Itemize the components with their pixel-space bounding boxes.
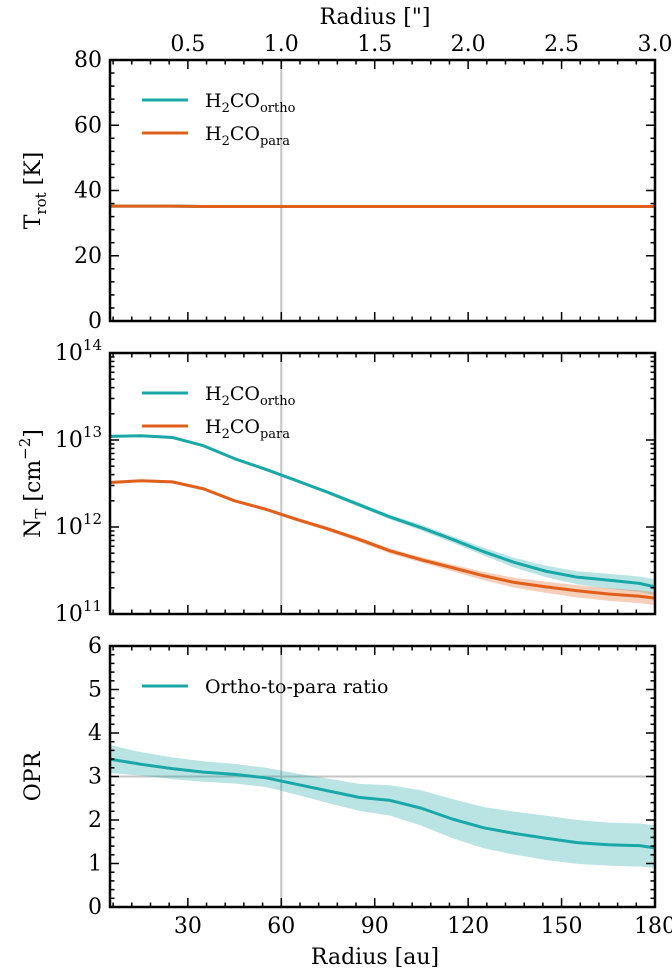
y-tick-label: 0 — [88, 895, 102, 920]
secondary-x-tick-label: 3.0 — [638, 32, 672, 57]
legend-label: H2COortho — [205, 90, 296, 116]
x-tick-label: 150 — [541, 914, 583, 939]
secondary-x-tick-label: 1.0 — [264, 32, 299, 57]
y-axis-label-main: N — [21, 519, 46, 538]
y-tick-label: 1012 — [55, 510, 102, 540]
secondary-x-tick-label: 1.5 — [357, 32, 392, 57]
x-tick-label: 60 — [267, 914, 295, 939]
y-tick-label: 1011 — [55, 597, 102, 627]
legend-label: H2COortho — [205, 383, 296, 409]
legend-label-sub: para — [260, 427, 290, 442]
x-tick-label: 120 — [447, 914, 489, 939]
legend-label: H2COpara — [205, 123, 290, 149]
y-tick-label: 20 — [74, 244, 102, 269]
y-tick-label: 4 — [88, 721, 102, 746]
legend-label-sub: ortho — [260, 101, 296, 116]
plot-area — [110, 353, 655, 614]
legend-label-mid: CO — [230, 383, 260, 405]
y-tick-label: 60 — [74, 113, 102, 138]
y-tick-label-base: 10 — [55, 341, 83, 366]
panel-bottom: 0 1 2 3 4 5 6 30 60 90 120 150 180 OPR Ortho-to-para r… — [21, 634, 672, 939]
y-tick-label-exp: 11 — [83, 597, 102, 615]
y-tick-label: 1 — [88, 852, 102, 877]
y-axis-label-main: T — [21, 214, 46, 229]
series-line-0 — [110, 434, 655, 589]
secondary-x-tick-label: 2.5 — [544, 32, 579, 57]
legend-label-main: H — [205, 416, 222, 438]
legend-label-sub: ortho — [260, 394, 296, 409]
y-tick-label-exp: 14 — [83, 336, 102, 354]
legend-label-sub: 2 — [222, 101, 230, 116]
bottom-axis-title: Radius [au] — [311, 945, 439, 970]
legend-label-mid: CO — [230, 90, 260, 112]
top-axis-title: Radius ["] — [319, 5, 430, 30]
y-axis-label-unit-end: ] — [21, 429, 46, 438]
y-tick-label: 0 — [88, 309, 102, 334]
y-axis-label: NT [cm−2] — [16, 429, 50, 538]
y-tick-label: 5 — [88, 678, 102, 703]
x-tick-label: 90 — [361, 914, 389, 939]
plot-area — [110, 60, 655, 321]
legend-label-sub: 2 — [222, 394, 230, 409]
x-tick-label: 30 — [174, 914, 202, 939]
secondary-x-tick-label: 0.5 — [170, 32, 205, 57]
y-tick-label: 2 — [88, 808, 102, 833]
legend-label-main: H — [205, 383, 222, 405]
y-tick-label-base: 10 — [55, 515, 83, 540]
legend-label-main: H — [205, 90, 222, 112]
series-line-1 — [110, 479, 655, 600]
legend-label: H2COpara — [205, 416, 290, 442]
y-axis-label: OPR — [21, 750, 46, 801]
legend-label-mid: CO — [230, 416, 260, 438]
axes-frame — [108, 58, 657, 323]
y-axis-label-sub: rot — [32, 192, 50, 214]
secondary-x-tick-label: 2.0 — [451, 32, 486, 57]
y-tick-label-base: 10 — [55, 428, 83, 453]
y-tick-label-exp: 12 — [83, 510, 102, 528]
uncertainty-band-1 — [110, 479, 655, 605]
x-tick-label: 180 — [634, 914, 672, 939]
y-tick-label-exp: 13 — [83, 423, 102, 441]
legend-label-sub: 2 — [222, 427, 230, 442]
y-tick-label: 1013 — [55, 423, 102, 453]
y-tick-label: 6 — [88, 634, 102, 659]
uncertainty-band-0 — [110, 745, 655, 868]
y-axis-label-unit: [cm — [21, 460, 46, 509]
legend-label-sub: para — [260, 134, 290, 149]
plot-area — [110, 646, 655, 907]
legend-label-mid: CO — [230, 123, 260, 145]
y-tick-label-base: 10 — [55, 602, 83, 627]
legend-label-main: H — [205, 123, 222, 145]
y-tick-label: 40 — [74, 179, 102, 204]
y-tick-label: 80 — [74, 48, 102, 73]
y-axis-label-sub: T — [32, 509, 50, 519]
y-tick-label: 3 — [88, 765, 102, 790]
legend-label: Ortho-to-para ratio — [205, 676, 388, 698]
y-axis-label-sup: −2 — [16, 438, 34, 460]
y-tick-label: 1014 — [55, 336, 102, 366]
y-axis-label-unit: [K] — [21, 152, 46, 193]
y-axis-label: Trot [K] — [21, 152, 50, 230]
axes-frame — [108, 351, 657, 616]
series-line-0 — [110, 757, 655, 850]
legend-label-sub: 2 — [222, 134, 230, 149]
